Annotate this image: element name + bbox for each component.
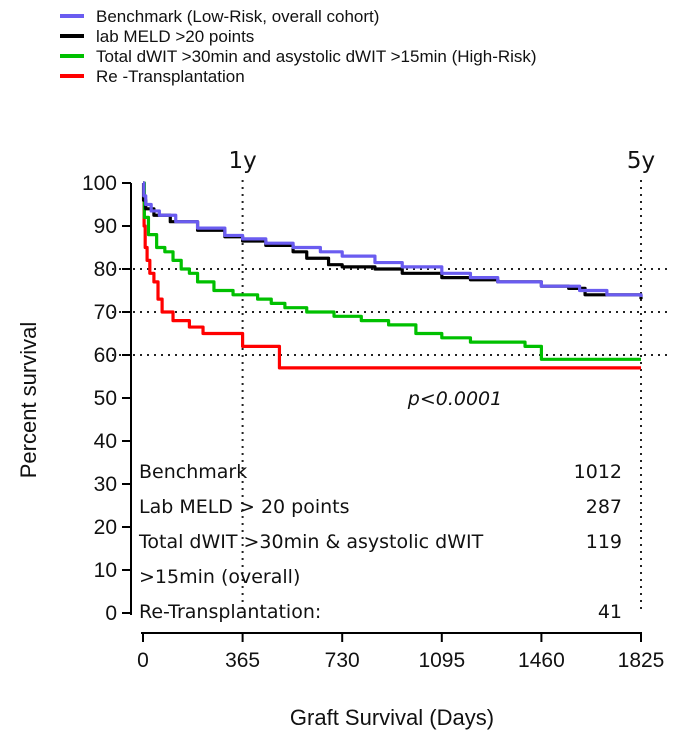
y-tick-label: 70	[94, 301, 117, 324]
n-table-label: Re-Transplantation:	[139, 601, 321, 623]
y-tick-label: 30	[94, 473, 117, 496]
legend-label: Total dWIT >30min and asystolic dWIT >15…	[96, 47, 537, 66]
legend: Benchmark (Low-Risk, overall cohort)lab …	[60, 7, 537, 86]
n-table-value: 41	[598, 601, 622, 623]
y-tick-label: 60	[94, 344, 117, 367]
x-tick-label: 365	[225, 649, 260, 672]
annotations: 1y 5y p<0.0001 Benchmark 1012 Lab MELD > 20 p…	[138, 148, 655, 623]
x-tick-label: 1460	[518, 649, 565, 672]
x-tick-label: 0	[137, 649, 149, 672]
y-tick-label: 0	[105, 602, 117, 625]
y-tick-label: 10	[94, 559, 117, 582]
x-tick-label: 1825	[618, 649, 665, 672]
axes: 0 10 20 30 40 50 60 70 80 90 100 0 365 730 1095 1460 182…	[16, 172, 664, 730]
series-line	[142, 181, 641, 361]
legend-label: lab MELD >20 points	[96, 27, 254, 46]
n-table-label: Total dWIT >30min & asystolic dWIT	[138, 531, 484, 553]
x-tick-label: 1095	[418, 649, 465, 672]
x-tick-label: 730	[325, 649, 360, 672]
y-axis-title: Percent survival	[16, 322, 41, 479]
y-tick-label: 40	[94, 430, 117, 453]
legend-label: Benchmark (Low-Risk, overall cohort)	[96, 7, 379, 26]
series-line	[141, 181, 643, 300]
n-table-label: Benchmark	[139, 461, 247, 483]
marker-label: 1y	[228, 148, 256, 174]
n-table-value: 119	[586, 531, 622, 553]
n-table-value: 1012	[574, 461, 622, 483]
reference-lines	[112, 180, 667, 613]
marker-label: 5y	[627, 148, 655, 174]
y-tick-label: 80	[94, 258, 117, 281]
series-lines	[141, 181, 643, 370]
series-line	[142, 181, 643, 297]
legend-label: Re -Transplantation	[96, 67, 245, 86]
p-value: p<0.0001	[407, 388, 502, 410]
series-line	[142, 181, 641, 370]
x-axis-title: Graft Survival (Days)	[290, 705, 494, 730]
n-table-value: 287	[586, 496, 622, 518]
y-tick-label: 90	[94, 215, 117, 238]
y-tick-label: 20	[94, 516, 117, 539]
n-table-label: >15min (overall)	[139, 566, 300, 588]
n-table-label: Lab MELD > 20 points	[139, 496, 350, 518]
y-tick-label: 50	[94, 387, 117, 410]
y-tick-label: 100	[82, 172, 117, 195]
